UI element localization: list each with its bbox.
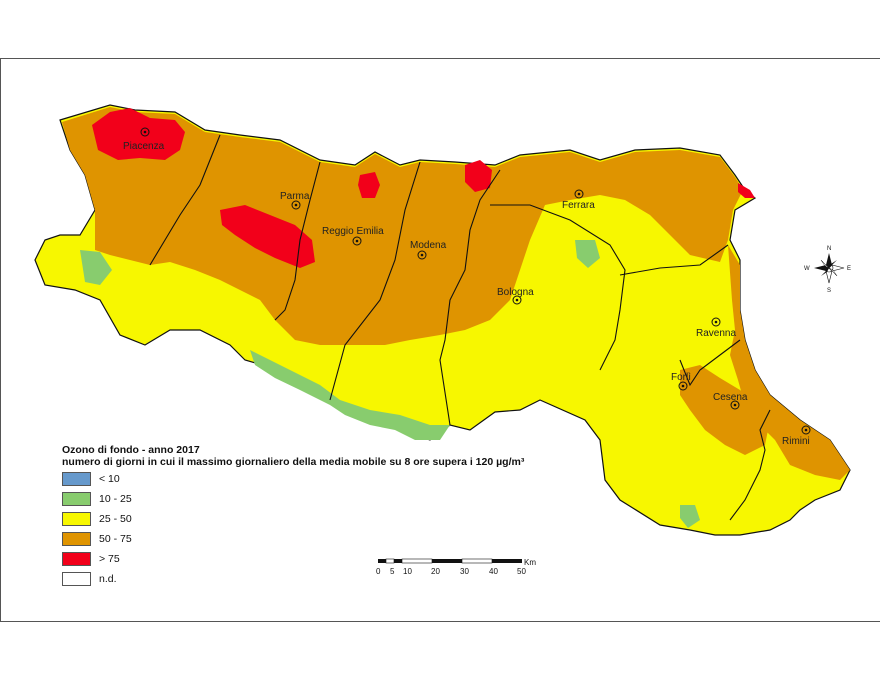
region-orange-north — [62, 107, 743, 345]
legend-swatch — [62, 512, 91, 526]
region-red-ferrara — [465, 160, 492, 192]
city-label-rimini: Rimini — [782, 436, 810, 447]
city-marker-rimini[interactable]: Rimini — [782, 425, 811, 447]
legend-label: 50 - 75 — [99, 533, 132, 545]
compass-west-label: W — [804, 266, 810, 272]
city-marker-modena[interactable]: Modena — [410, 240, 447, 260]
city-label-ferrara: Ferrara — [562, 200, 595, 211]
scale-tick-5: 5 — [390, 567, 395, 576]
legend-swatch — [62, 532, 91, 546]
region-red-coast — [738, 183, 755, 198]
region-red-modena — [358, 172, 380, 198]
legend-row: 10 - 25 — [62, 490, 524, 508]
city-label-ravenna: Ravenna — [696, 328, 736, 339]
city-label-modena: Modena — [410, 240, 447, 251]
city-marker-ferrara[interactable]: Ferrara — [562, 189, 595, 211]
region-green-rimini — [680, 505, 700, 528]
city-marker-cesena[interactable]: Cesena — [713, 392, 748, 410]
scale-unit: Km — [524, 558, 536, 567]
city-marker-forli[interactable]: Forlì — [671, 372, 691, 391]
region-green-south — [250, 350, 450, 440]
scale-tick-20: 20 — [431, 567, 440, 576]
legend-row: n.d. — [62, 570, 524, 588]
legend-swatch — [62, 572, 91, 586]
city-marker-parma[interactable]: Parma — [280, 191, 310, 210]
legend-label: n.d. — [99, 573, 117, 585]
compass-south-label: S — [827, 288, 831, 294]
legend-label: 25 - 50 — [99, 513, 132, 525]
city-label-reggio-emilia: Reggio Emilia — [322, 226, 384, 237]
compass-north-label: N — [827, 246, 831, 252]
province-boundaries — [149, 134, 771, 521]
legend-label: < 10 — [99, 473, 120, 485]
city-label-cesena: Cesena — [713, 392, 748, 403]
scale-tick-50: 50 — [517, 567, 526, 576]
legend-row: < 10 — [62, 470, 524, 488]
city-label-bologna: Bologna — [497, 287, 534, 298]
city-marker-ravenna[interactable]: Ravenna — [696, 317, 736, 339]
legend-swatch — [62, 492, 91, 506]
region-orange-forli — [680, 365, 770, 455]
region-green-ferrara — [575, 240, 600, 268]
legend: Ozono di fondo - anno 2017 numero di gio… — [62, 444, 524, 588]
scale-tick-0: 0 — [376, 567, 381, 576]
legend-title: Ozono di fondo - anno 2017 — [62, 444, 200, 456]
compass-east-label: E — [847, 266, 851, 272]
compass-rose: N S E W — [804, 246, 851, 294]
region-red-parma — [220, 205, 315, 268]
legend-row: 25 - 50 — [62, 510, 524, 528]
region-red-piacenza — [92, 108, 185, 160]
map-frame — [0, 58, 880, 622]
scale-tick-30: 30 — [460, 567, 469, 576]
scale-tick-10: 10 — [403, 567, 412, 576]
legend-subtitle: numero di giorni in cui il massimo giorn… — [62, 456, 525, 468]
legend-row: > 75 — [62, 550, 524, 568]
region-green-west — [80, 250, 112, 285]
legend-swatch — [62, 472, 91, 486]
city-marker-bologna[interactable]: Bologna — [497, 287, 534, 305]
legend-swatch — [62, 552, 91, 566]
city-label-piacenza: Piacenza — [123, 141, 165, 152]
legend-row: 50 - 75 — [62, 530, 524, 548]
scale-bar: 0 5 10 20 30 40 50 Km — [376, 558, 536, 576]
city-label-forli: Forlì — [671, 372, 691, 383]
city-marker-piacenza[interactable]: Piacenza — [123, 127, 165, 152]
city-marker-reggio-emilia[interactable]: Reggio Emilia — [322, 226, 384, 246]
legend-label: 10 - 25 — [99, 493, 132, 505]
legend-label: > 75 — [99, 553, 120, 565]
city-label-parma: Parma — [280, 191, 310, 202]
legend-rows: < 10 10 - 25 25 - 50 50 - 75 > 75 n.d. — [62, 470, 524, 588]
scale-tick-40: 40 — [489, 567, 498, 576]
